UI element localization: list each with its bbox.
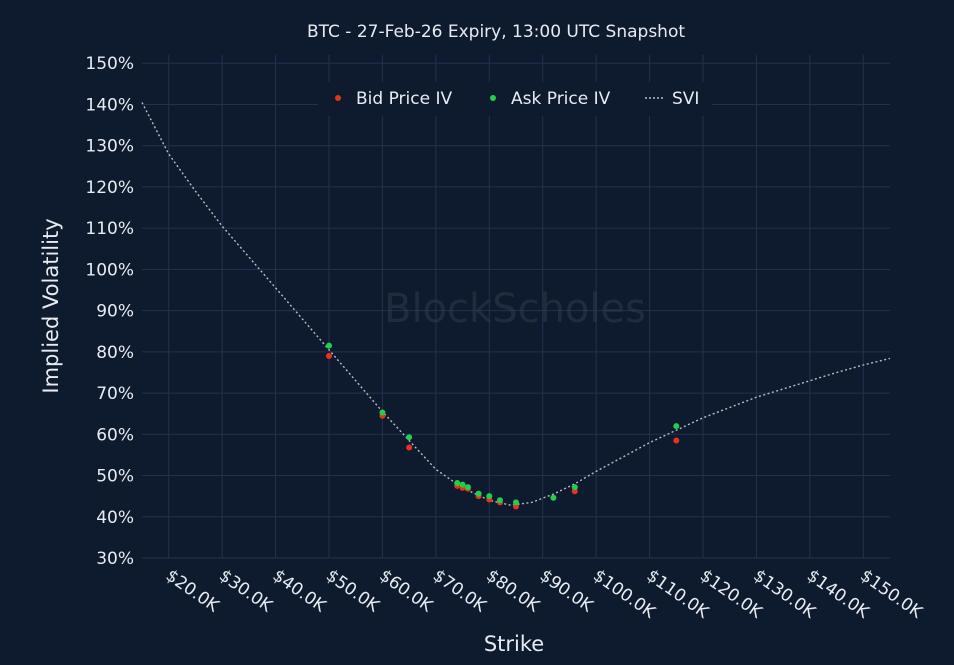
ask-iv-point (459, 481, 466, 488)
y-tick-label: 70% (96, 384, 134, 404)
ask-iv-point (571, 484, 578, 491)
y-tick-label: 150% (85, 54, 134, 74)
legend-bid-label: Bid Price IV (356, 89, 452, 109)
scatter-points (326, 342, 680, 510)
ask-iv-point (513, 499, 519, 506)
ask-iv-point (475, 490, 482, 497)
legend-background (318, 82, 712, 116)
ask-iv-point (406, 434, 413, 441)
bid-iv-point (673, 437, 680, 444)
y-axis-title: Implied Volatility (39, 218, 63, 393)
legend-bid-marker (335, 95, 341, 101)
chart-title: BTC - 27-Feb-26 Expiry, 13:00 UTC Snapsh… (307, 22, 685, 42)
y-tick-label: 80% (96, 343, 134, 363)
y-tick-label: 40% (96, 508, 134, 528)
bid-iv-point (326, 352, 332, 359)
y-tick-label: 50% (96, 467, 134, 487)
bid-iv-point (571, 488, 578, 495)
y-tick-label: 60% (96, 425, 134, 445)
ask-iv-point (454, 479, 461, 486)
ask-iv-point (496, 497, 503, 504)
y-axis-ticks: 30% 40% 50% 60% 70% 80% 90% 100% 110% 120% 130% 140… (85, 54, 134, 569)
y-tick-label: 100% (85, 260, 134, 280)
ask-iv-point (379, 409, 386, 416)
watermark-logo: BlockScholes (384, 286, 646, 332)
y-tick-label: 120% (85, 178, 134, 198)
y-tick-label: 30% (96, 549, 134, 569)
svi-curve (141, 102, 891, 506)
ask-iv-point (550, 494, 557, 501)
ask-iv-point (326, 342, 332, 349)
legend: Bid Price IV Ask Price IV SVI (318, 82, 712, 116)
ask-iv-point (486, 493, 493, 500)
svi-series (141, 102, 891, 506)
legend-ask-marker (490, 95, 496, 101)
y-tick-label: 110% (85, 219, 134, 239)
y-tick-label: 130% (85, 137, 134, 157)
legend-svi-label: SVI (672, 89, 699, 109)
y-tick-label: 90% (96, 302, 134, 322)
y-tick-label: 140% (85, 95, 134, 115)
ask-iv-point (464, 484, 471, 491)
legend-ask-label: Ask Price IV (511, 89, 611, 109)
bid-iv-point (513, 503, 519, 510)
x-axis-title: Strike (484, 632, 544, 656)
grid (142, 55, 890, 559)
ask-iv-point (673, 423, 680, 430)
bid-iv-point (406, 444, 413, 451)
